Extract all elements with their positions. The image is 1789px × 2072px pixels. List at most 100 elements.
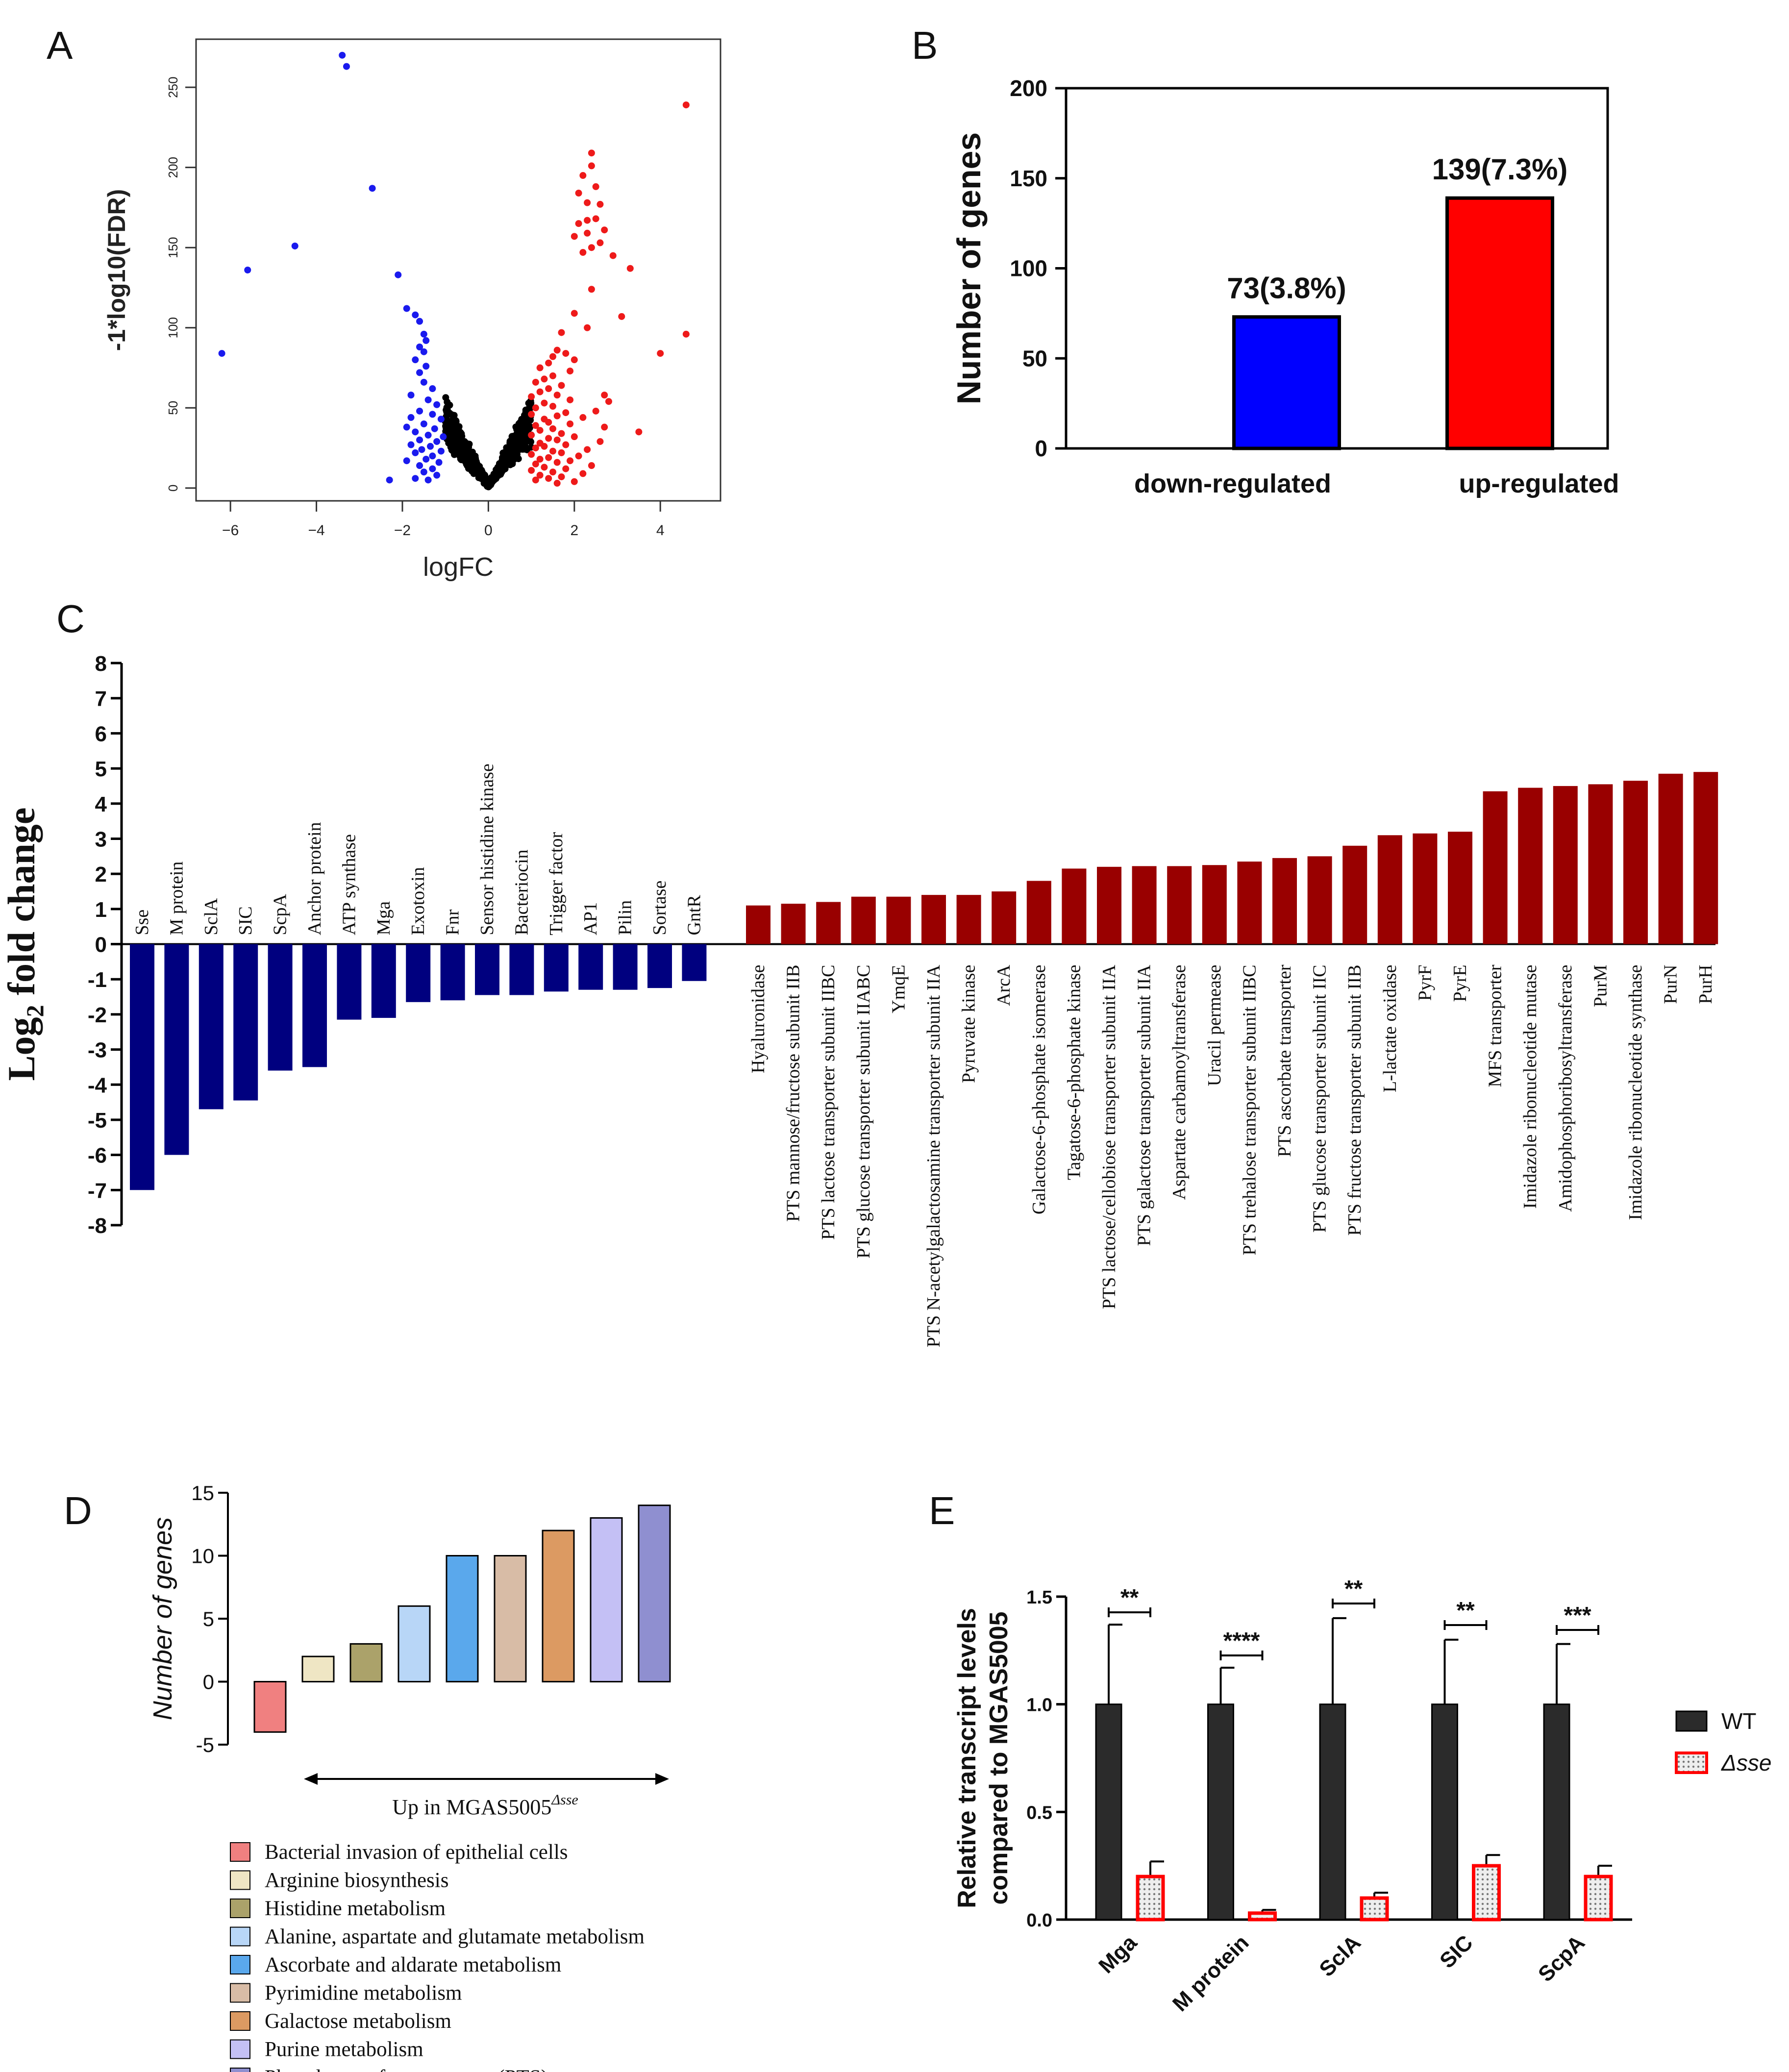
x-tick-label: 0	[484, 522, 493, 539]
y-axis-label: -1*log10(FDR)	[103, 189, 130, 351]
up-bar-label: PTS ascorbate transporter	[1274, 964, 1295, 1157]
down-point	[429, 452, 436, 460]
y-tick-label: -7	[88, 1179, 107, 1203]
up-point	[682, 330, 690, 338]
up-point	[596, 239, 604, 247]
pathway-bar	[590, 1517, 623, 1682]
down-bar-label: Anchor protein	[304, 822, 325, 935]
up-point	[584, 199, 591, 206]
up-bar	[1448, 832, 1472, 944]
up-point	[558, 430, 565, 437]
up-bar-label: PTS glucose transporter subunit IIABC	[853, 965, 874, 1259]
panel-label-e: E	[929, 1489, 955, 1532]
legend-label: Alanine, aspartate and glutamate metabol…	[265, 1925, 645, 1949]
panel-label-c: C	[56, 597, 85, 641]
ns-point	[481, 472, 488, 480]
down-point	[437, 447, 445, 455]
down-point	[424, 396, 432, 403]
down-point	[435, 459, 443, 466]
ns-point	[452, 418, 460, 425]
down-point	[424, 431, 432, 439]
x-tick-label: −4	[308, 522, 324, 539]
y-tick-label: 100	[166, 317, 180, 338]
down-bar-label: SclA	[201, 898, 222, 936]
down-bar-label: Exotoxin	[408, 867, 428, 935]
up-point	[532, 378, 539, 386]
ns-point	[447, 436, 455, 443]
up-point	[536, 388, 544, 395]
down-bar	[682, 944, 707, 981]
panel-e-transcript-chart: 0.0 0.5 1.0 1.5 Relative transcript levels co…	[953, 1576, 1771, 2016]
legend-swatch-wt	[1675, 1710, 1708, 1732]
x-category-label: M protein	[1168, 1930, 1254, 2016]
down-point	[420, 378, 427, 386]
ns-point	[522, 410, 530, 418]
up-point	[592, 183, 599, 190]
up-point	[532, 404, 539, 412]
up-point	[592, 407, 599, 415]
pathway-bar	[398, 1605, 431, 1683]
up-point	[528, 411, 535, 418]
y-tick-label: 4	[95, 792, 107, 816]
x-tick-label: −6	[222, 522, 239, 539]
up-bar-label: Uracil permease	[1204, 965, 1225, 1086]
y-tick-label: 150	[1010, 166, 1047, 191]
up-point	[553, 436, 561, 444]
up-point	[596, 200, 604, 208]
up-bar-label: Imidazole ribonucleotide mutase	[1520, 965, 1541, 1209]
down-point	[440, 433, 447, 441]
x-category-label: down-regulated	[1134, 469, 1331, 498]
sig-stars: ****	[1223, 1628, 1260, 1654]
y-tick-label: 15	[191, 1481, 214, 1505]
pathway-bar	[542, 1529, 575, 1683]
up-point	[528, 431, 535, 439]
down-point	[429, 385, 436, 393]
pathway-bar	[301, 1655, 335, 1683]
down-point	[424, 476, 432, 484]
up-point	[536, 455, 544, 463]
panel-a-volcano-plot: −6 −4 −2 0 2 4 0 50 100 150 200 250 logFC -1*log10(FD…	[103, 38, 721, 582]
down-bar	[578, 944, 603, 990]
y-tick-label: -4	[88, 1073, 107, 1097]
up-bar	[1518, 788, 1543, 944]
up-point	[596, 438, 604, 445]
up-point	[545, 385, 552, 393]
y-axis-label: Number of genes	[148, 1517, 177, 1720]
down-bar-label: Mga	[373, 901, 394, 936]
up-point	[588, 162, 595, 170]
up-bar-label: PurM	[1590, 965, 1611, 1008]
down-bar	[406, 944, 431, 1002]
down-point	[420, 330, 427, 338]
y-tick-label: 100	[1010, 256, 1047, 281]
down-point	[420, 420, 427, 427]
up-bar-label: Aspartate carbamoyltransferase	[1169, 965, 1190, 1200]
y-tick-label: 1.0	[1026, 1695, 1052, 1716]
legend-swatch	[230, 1842, 250, 1862]
ns-point	[527, 438, 535, 445]
up-bar-label: PTS mannose/fructose subunit IIB	[783, 965, 804, 1222]
y-axis-label-line1: Relative transcript levels	[953, 1608, 981, 1908]
y-axis-label-sub: 2	[21, 1005, 49, 1017]
up-point	[536, 471, 544, 479]
ns-point	[503, 445, 511, 453]
up-bar-label: Pyruvate kinase	[959, 965, 979, 1084]
down-bar	[440, 944, 465, 1001]
data-label: 73(3.8%)	[1227, 272, 1346, 305]
down-bar	[199, 944, 224, 1110]
up-bar-label: PTS glucose transporter subunit IIC	[1310, 965, 1330, 1233]
up-bar	[1097, 866, 1121, 944]
up-point	[579, 172, 587, 179]
wt-bar	[1095, 1703, 1122, 1921]
bar-up-regulated	[1445, 196, 1554, 450]
up-bar	[992, 891, 1017, 944]
down-bar-label: AP1	[580, 902, 601, 936]
ns-point	[457, 429, 464, 436]
up-point	[549, 469, 556, 476]
up-point	[532, 460, 539, 468]
up-bar	[956, 895, 981, 944]
up-point	[562, 409, 570, 417]
up-bar	[1413, 833, 1438, 944]
up-point	[626, 265, 634, 272]
x-tick-label: −2	[394, 522, 411, 539]
